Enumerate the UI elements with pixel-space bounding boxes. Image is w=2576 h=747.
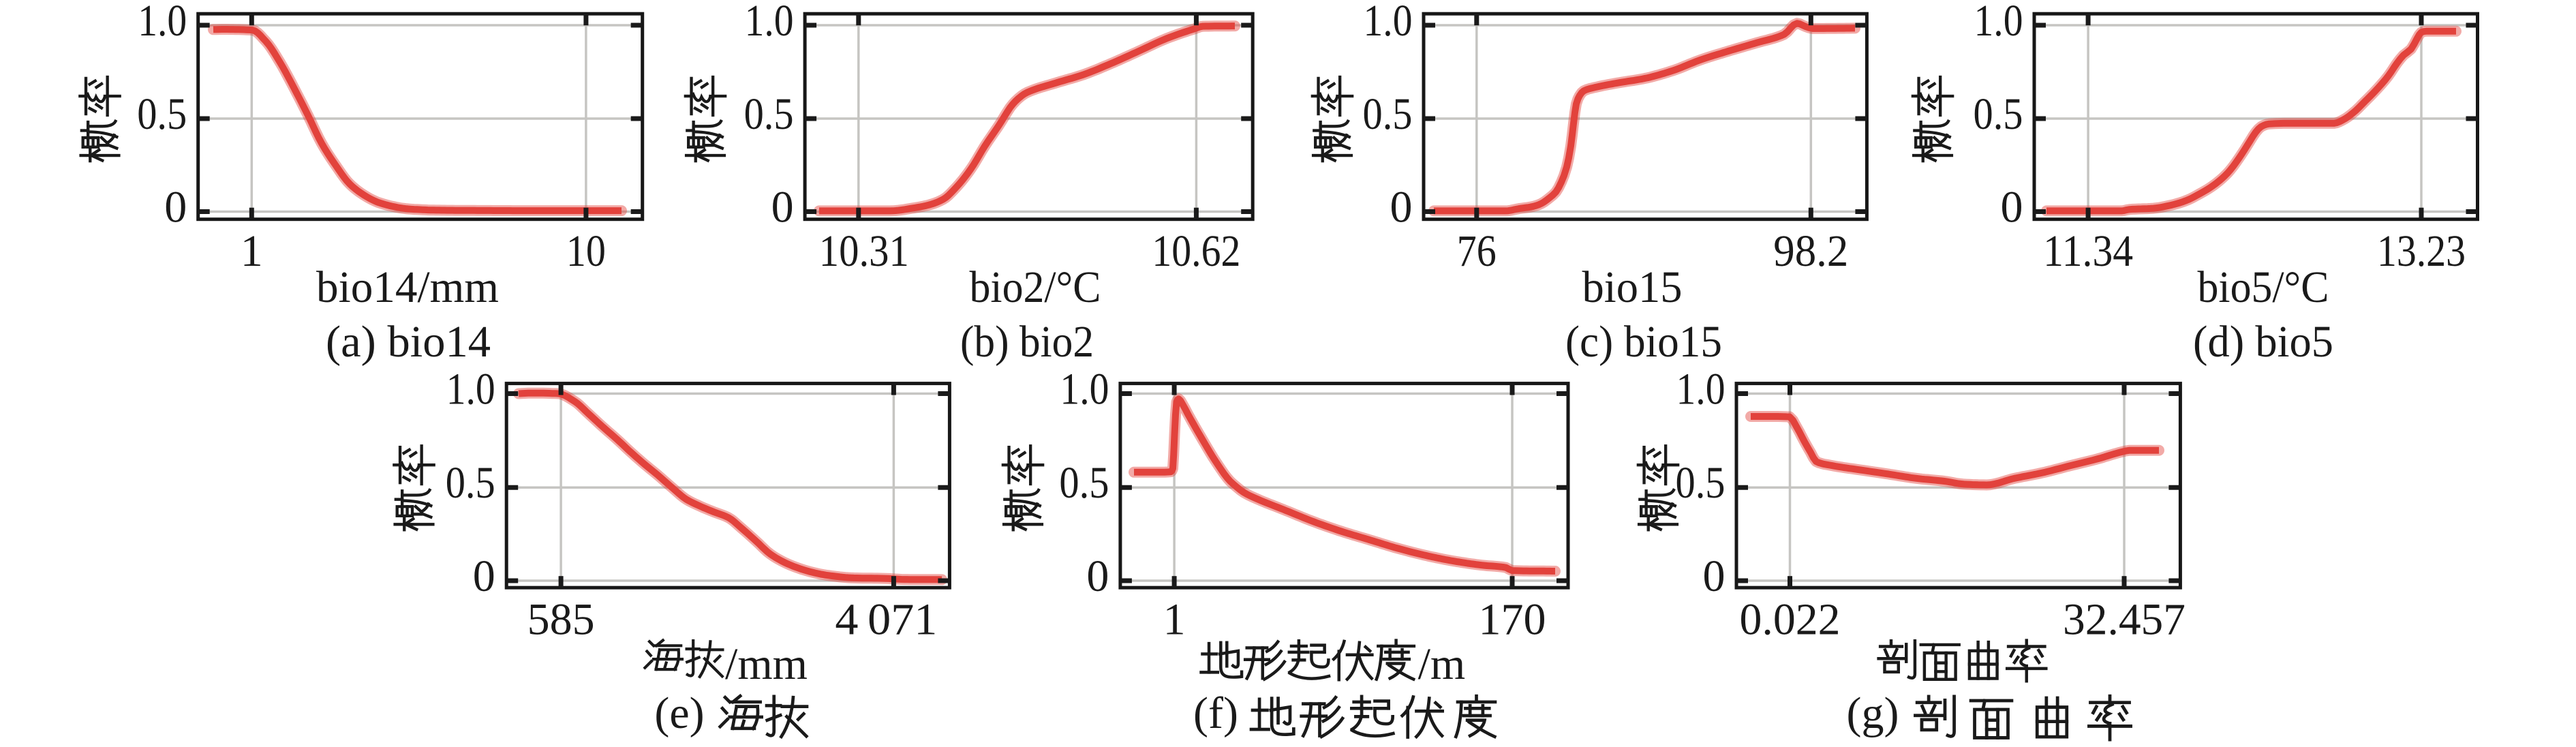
svg-text:0.5: 0.5 xyxy=(137,89,187,139)
svg-text:0: 0 xyxy=(1703,551,1726,601)
svg-text:10.31: 10.31 xyxy=(819,226,909,276)
svg-text:76: 76 xyxy=(1457,226,1497,276)
svg-text:0.5: 0.5 xyxy=(1363,89,1413,139)
svg-text:(d) bio5: (d) bio5 xyxy=(2193,317,2333,367)
svg-text:98.2: 98.2 xyxy=(1773,226,1848,276)
svg-text:/mm: /mm xyxy=(725,639,808,689)
svg-text:0: 0 xyxy=(1086,551,1109,601)
svg-text:32.457: 32.457 xyxy=(2063,595,2186,645)
svg-text:1.0: 1.0 xyxy=(1364,0,1413,46)
svg-text:(e): (e) xyxy=(654,688,704,738)
svg-text:bio5/°C: bio5/°C xyxy=(2198,262,2329,312)
svg-text:(b) bio2: (b) bio2 xyxy=(960,317,1094,367)
svg-text:0: 0 xyxy=(771,183,794,232)
svg-text:0.5: 0.5 xyxy=(446,458,495,508)
svg-text:0.5: 0.5 xyxy=(1676,458,1726,508)
svg-text:1.0: 1.0 xyxy=(745,0,794,46)
svg-text:/m: /m xyxy=(1418,639,1466,689)
svg-text:0: 0 xyxy=(164,183,187,232)
svg-text:10: 10 xyxy=(566,226,606,276)
svg-text:0: 0 xyxy=(2001,183,2023,232)
svg-text:11.34: 11.34 xyxy=(2043,226,2133,276)
svg-text:(c) bio15: (c) bio15 xyxy=(1565,317,1722,367)
svg-text:1: 1 xyxy=(1163,595,1186,645)
svg-text:0.5: 0.5 xyxy=(744,89,794,139)
svg-text:bio2/°C: bio2/°C xyxy=(970,262,1101,312)
svg-text:0.022: 0.022 xyxy=(1740,595,1841,645)
svg-text:0.5: 0.5 xyxy=(1974,89,2023,139)
svg-text:170: 170 xyxy=(1479,595,1546,645)
svg-text:(g): (g) xyxy=(1847,688,1899,738)
svg-text:1.0: 1.0 xyxy=(1060,365,1109,414)
svg-text:0.5: 0.5 xyxy=(1059,458,1109,508)
svg-text:bio14/mm: bio14/mm xyxy=(316,262,499,312)
svg-text:0: 0 xyxy=(473,551,495,601)
svg-text:585: 585 xyxy=(527,595,595,645)
svg-text:13.23: 13.23 xyxy=(2377,226,2466,276)
svg-text:4 071: 4 071 xyxy=(835,595,937,645)
svg-text:1.0: 1.0 xyxy=(446,365,495,414)
svg-text:bio15: bio15 xyxy=(1582,262,1683,312)
svg-text:(f): (f) xyxy=(1193,688,1238,738)
svg-text:1.0: 1.0 xyxy=(138,0,187,46)
svg-text:1.0: 1.0 xyxy=(1676,365,1726,414)
svg-text:1.0: 1.0 xyxy=(1974,0,2023,46)
svg-text:10.62: 10.62 xyxy=(1152,226,1240,276)
svg-text:0: 0 xyxy=(1390,183,1413,232)
svg-text:(a) bio14: (a) bio14 xyxy=(326,317,491,367)
svg-text:1: 1 xyxy=(241,226,263,276)
